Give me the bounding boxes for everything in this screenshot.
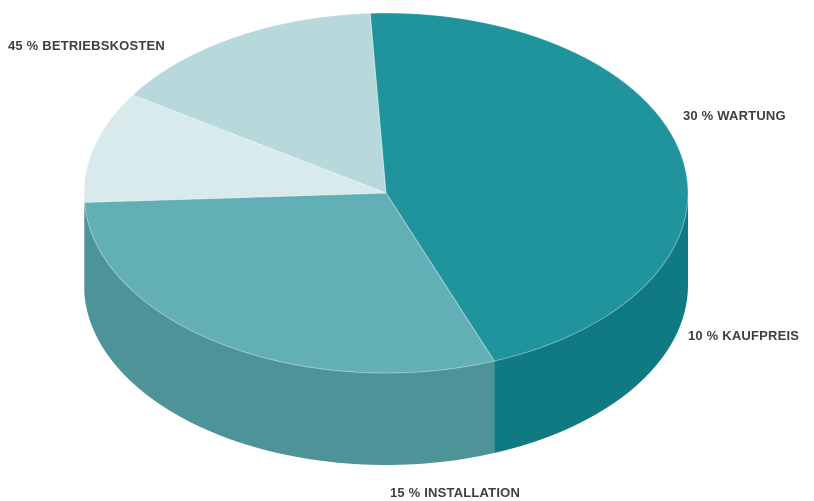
label-betriebskosten: 45 % BETRIEBSKOSTEN xyxy=(8,38,165,53)
label-installation: 15 % INSTALLATION xyxy=(390,485,520,500)
side-wartung xyxy=(84,202,495,465)
label-wartung: 30 % WARTUNG xyxy=(683,108,786,123)
data-labels: 45 % BETRIEBSKOSTEN 30 % WARTUNG 10 % KA… xyxy=(8,38,799,500)
pie-sides xyxy=(84,193,688,465)
pie-top-faces xyxy=(83,12,689,374)
slice-wartung xyxy=(83,192,496,374)
side-betriebskosten xyxy=(494,193,688,454)
slice-betriebskosten xyxy=(369,12,689,362)
slice-kaufpreis xyxy=(83,94,387,203)
slice-installation xyxy=(131,12,387,194)
label-kaufpreis: 10 % KAUFPREIS xyxy=(688,328,799,343)
